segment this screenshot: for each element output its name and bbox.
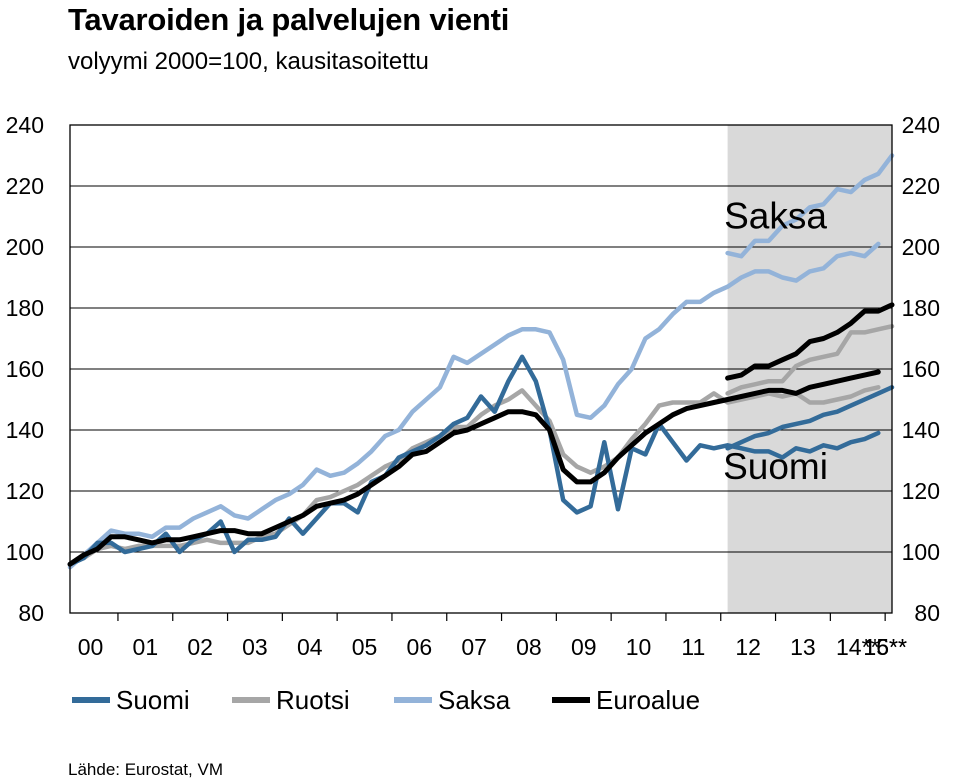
- y-tick-left-120: 120: [6, 478, 44, 504]
- y-tick-left-80: 80: [18, 600, 44, 626]
- legend-label-euroalue: Euroalue: [596, 685, 700, 715]
- plot-border: [69, 124, 893, 614]
- y-tick-right-80: 80: [914, 600, 940, 626]
- y-tick-left-180: 180: [6, 295, 44, 321]
- x-tick-label-01: 01: [133, 634, 159, 660]
- chart-title: Tavaroiden ja palvelujen vienti: [68, 2, 510, 37]
- y-axis-left: 80 100 120 140 160 180 200 220 240: [6, 112, 44, 626]
- forecast-line-euroalue: [725, 302, 895, 381]
- x-tick-label-02: 02: [187, 634, 213, 660]
- x-tick-label-09: 09: [571, 634, 597, 660]
- chart-source: Lähde: Eurostat, VM: [68, 760, 223, 779]
- legend-label-suomi: Suomi: [116, 685, 190, 715]
- forecast-line-suomi: [725, 385, 895, 451]
- x-tick-label-16: 16**: [863, 634, 907, 660]
- y-tick-left-140: 140: [6, 417, 44, 443]
- y-tick-right-160: 160: [902, 356, 940, 382]
- series-line-ruotsi: [67, 385, 881, 567]
- y-tick-right-200: 200: [902, 234, 940, 260]
- y-tick-right-220: 220: [902, 173, 940, 199]
- y-tick-right-240: 240: [902, 112, 940, 138]
- y-tick-left-240: 240: [6, 112, 44, 138]
- y-axis-right: 80 100 120 140 160 180 200 220 240: [902, 112, 940, 626]
- legend-label-saksa: Saksa: [438, 685, 511, 715]
- forecast-line-saksa: [725, 153, 895, 259]
- annotations: Saksa Suomi: [723, 196, 828, 487]
- x-tick-label-00: 00: [78, 634, 104, 660]
- x-tick-label-11: 11: [681, 634, 705, 660]
- x-tick-label-06: 06: [407, 634, 433, 660]
- x-tick-label-12: 12: [735, 634, 761, 660]
- plot-frame: [69, 124, 893, 614]
- x-tick-label-15: 15**: [863, 634, 907, 660]
- x-tick-label-03: 03: [242, 634, 268, 660]
- y-tick-right-140: 140: [902, 417, 940, 443]
- x-tick-label-13: 13: [790, 634, 816, 660]
- x-tick-label-05: 05: [352, 634, 378, 660]
- annotation-suomi: Suomi: [723, 446, 828, 487]
- y-tick-left-160: 160: [6, 356, 44, 382]
- series-lines: [67, 153, 895, 570]
- series-line-euroalue: [67, 369, 881, 567]
- forecast-line-ruotsi: [725, 324, 895, 396]
- x-axis: 00 01 02 03 04 05 06 07 08 09 10 11 12 13 14**15**16**: [78, 613, 907, 660]
- x-tick-label-14: 14**: [836, 634, 880, 660]
- x-tick-label-08: 08: [516, 634, 542, 660]
- x-tick-label-07: 07: [461, 634, 487, 660]
- y-tick-left-220: 220: [6, 173, 44, 199]
- series-line-saksa: [67, 241, 881, 570]
- y-tick-left-100: 100: [6, 539, 44, 565]
- annotation-saksa: Saksa: [724, 196, 827, 237]
- x-tick-label-04: 04: [297, 634, 323, 660]
- y-tick-right-100: 100: [902, 539, 940, 565]
- y-tick-left-200: 200: [6, 234, 44, 260]
- legend-label-ruotsi: Ruotsi: [276, 685, 350, 715]
- legend: Suomi Ruotsi Saksa Euroalue: [72, 685, 700, 715]
- y-tick-right-180: 180: [902, 295, 940, 321]
- chart-subtitle: volyymi 2000=100, kausitasoitettu: [68, 48, 429, 75]
- x-tick-label-10: 10: [626, 634, 652, 660]
- y-tick-right-120: 120: [902, 478, 940, 504]
